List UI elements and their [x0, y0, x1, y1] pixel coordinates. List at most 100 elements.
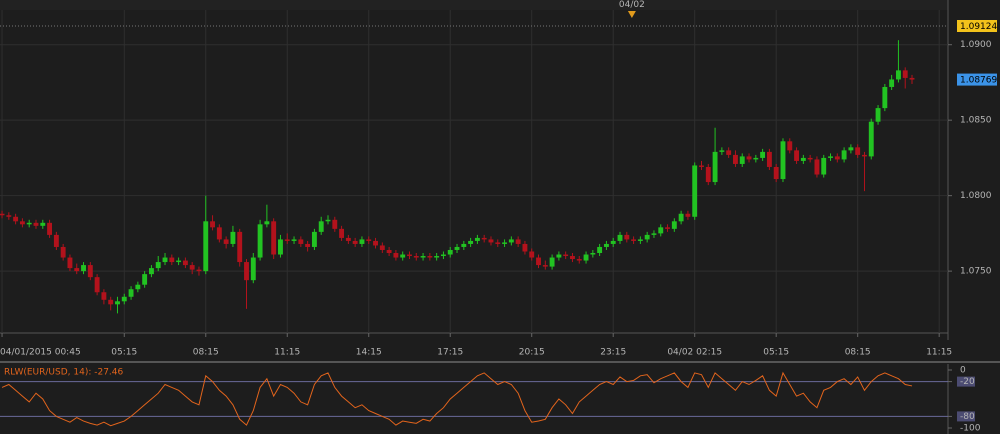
x-tick-label: 23:15	[600, 348, 626, 358]
y-tick-label: 1.0900	[960, 40, 992, 50]
candle-body	[318, 221, 324, 232]
candle-body	[359, 239, 365, 244]
candle-body	[101, 292, 107, 300]
top-strip	[0, 0, 948, 10]
price-marker	[957, 19, 997, 32]
candle-body	[794, 150, 800, 161]
candle-body	[454, 246, 460, 250]
candle-body	[821, 157, 827, 175]
candle-body	[81, 265, 86, 272]
candle-body	[264, 221, 270, 225]
x-tick-label: 08:15	[845, 348, 871, 358]
candle-body	[502, 242, 508, 244]
candle-body	[210, 221, 215, 228]
candle-body	[699, 165, 704, 167]
price-marker-label: 1.08769	[960, 76, 997, 86]
candle-body	[508, 239, 514, 243]
candle-body	[848, 147, 854, 151]
candle-body	[678, 213, 684, 222]
candle-body	[834, 156, 840, 160]
candle-body	[108, 299, 114, 305]
x-tick-label: 11:15	[274, 348, 300, 358]
candle-body	[692, 165, 698, 217]
candle-body	[665, 227, 670, 229]
candle-body	[74, 268, 80, 272]
candle-body	[427, 256, 433, 258]
x-tick-label: 11:15	[926, 348, 952, 358]
candle-body	[529, 251, 535, 258]
candle-body	[128, 289, 134, 297]
candle-body	[610, 240, 616, 244]
candle-body	[733, 154, 738, 164]
price-marker	[957, 73, 997, 86]
candle-body	[841, 150, 847, 160]
candle-body	[332, 219, 338, 229]
candle-body	[67, 257, 73, 269]
candle-body	[19, 221, 25, 225]
candle-body	[155, 262, 161, 269]
candle-body	[284, 239, 290, 241]
candle-body	[216, 227, 222, 240]
candle-body	[407, 254, 412, 257]
candle-body	[0, 213, 5, 216]
day-marker	[627, 11, 636, 18]
candle-body	[13, 216, 19, 222]
indicator-tick-label: -20	[960, 377, 975, 387]
candle-body	[631, 239, 637, 241]
candle-body	[495, 242, 501, 244]
candle-body	[474, 237, 480, 241]
candle-body	[875, 108, 881, 122]
candle-body	[651, 233, 657, 235]
candle-body	[726, 150, 732, 155]
candle-body	[597, 246, 603, 254]
candle-body	[250, 257, 256, 281]
candle-body	[223, 239, 229, 244]
candle-body	[828, 156, 833, 158]
candle-body	[33, 222, 39, 226]
candle-body	[766, 151, 772, 167]
candle-body	[868, 121, 874, 157]
candle-body	[400, 254, 406, 258]
candle-body	[760, 151, 766, 158]
candle-body	[291, 239, 297, 241]
candle-body	[40, 222, 46, 226]
candle-body	[434, 256, 440, 258]
candle-body	[379, 245, 385, 250]
candle-body	[26, 222, 32, 225]
candle-body	[257, 224, 263, 258]
level-box	[957, 411, 975, 422]
candle-body	[47, 222, 53, 235]
x-tick-label: 14:15	[356, 348, 382, 358]
candle-body	[889, 79, 895, 87]
candle-body	[739, 156, 745, 164]
candle-body	[169, 257, 175, 263]
candle-body	[556, 254, 562, 258]
candle-body	[807, 157, 813, 160]
candle-body	[373, 240, 378, 246]
candle-body	[753, 157, 759, 160]
candle-body	[895, 70, 901, 80]
candle-body	[542, 265, 548, 267]
candle-body	[325, 219, 331, 222]
indicator-tick-label: -100	[960, 424, 981, 434]
candle-body	[440, 254, 446, 257]
candle-body	[393, 253, 399, 258]
candle-body	[182, 260, 188, 266]
candle-body	[305, 243, 311, 247]
y-tick-label: 1.0800	[960, 191, 992, 201]
candle-body	[570, 256, 575, 260]
candle-body	[882, 86, 888, 109]
candle-body	[94, 277, 100, 293]
y-tick-label: 1.0850	[960, 116, 992, 126]
candle-body	[712, 151, 718, 183]
candle-body	[278, 239, 283, 255]
candle-body	[576, 259, 582, 261]
candle-body	[176, 260, 182, 263]
candle-body	[617, 234, 623, 241]
candle-body	[461, 243, 467, 247]
candle-body	[468, 240, 474, 244]
candle-body	[549, 257, 555, 267]
day-marker-label: 04/02	[619, 0, 645, 10]
